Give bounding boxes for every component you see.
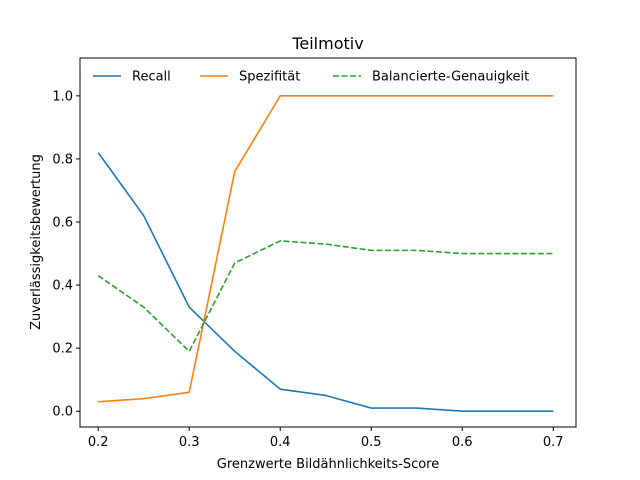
legend-label: Spezifität	[239, 70, 300, 85]
y-tick-label: 0.6	[52, 216, 73, 231]
y-tick-label: 1.0	[52, 89, 73, 104]
legend-label: Balancierte-Genauigkeit	[372, 70, 529, 85]
series-line-2	[98, 95, 554, 403]
x-tick-label: 0.4	[270, 435, 291, 450]
x-axis-ticks: 0.2 0.3 0.4 0.5 0.6 0.7	[88, 427, 564, 450]
x-tick-label: 0.2	[88, 435, 109, 450]
x-tick-label: 0.6	[452, 435, 473, 450]
x-tick-label: 0.5	[361, 435, 382, 450]
y-tick-label: 0.4	[52, 279, 73, 294]
y-tick-label: 0.0	[52, 405, 73, 420]
series-line-3	[97, 240, 554, 353]
x-tick-label: 0.3	[179, 435, 200, 450]
y-axis-label: Zuverlässigkeitsbewertung	[29, 154, 44, 330]
series-line-1	[97, 152, 554, 413]
legend-label: Recall	[132, 70, 171, 85]
y-tick-label: 0.2	[52, 342, 73, 357]
series-lines	[97, 95, 554, 413]
legend: Recall Spezifität Balancierte-Genauigkeit	[93, 70, 529, 85]
chart-title: Teilmotiv	[291, 34, 363, 53]
x-axis-label: Grenzwerte Bildähnlichkeits-Score	[217, 457, 440, 472]
x-tick-label: 0.7	[543, 435, 564, 450]
y-axis-ticks: 0.0 0.2 0.4 0.6 0.8 1.0	[52, 89, 80, 420]
y-tick-label: 0.8	[52, 152, 73, 167]
plot-frame	[79, 57, 577, 428]
